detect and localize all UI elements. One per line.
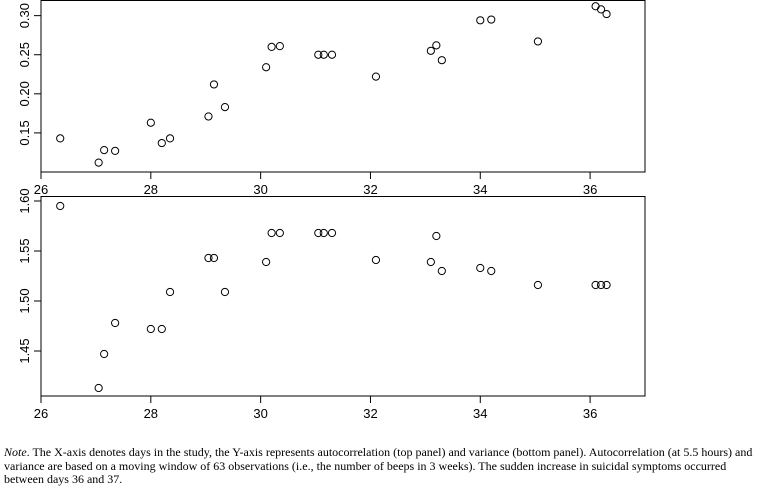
data-point (165, 134, 175, 143)
x-tick-label: 26 (34, 182, 48, 197)
data-point (267, 42, 276, 52)
data-point (146, 324, 155, 334)
note-label: Note (4, 445, 27, 459)
data-point (371, 255, 381, 265)
y-tick-label: 0.20 (17, 81, 32, 106)
data-point (596, 5, 606, 14)
data-point (487, 266, 496, 276)
data-point (487, 15, 496, 24)
data-point (220, 103, 230, 112)
data-point (94, 383, 103, 393)
data-point (533, 37, 543, 46)
data-point (146, 118, 155, 127)
autocorrelation-panel: 26 28 30 32 34 36 0.15 0.20 0.25 0.30 (17, 0, 646, 197)
data-point (319, 228, 328, 238)
x-tick-label: 30 (253, 182, 267, 197)
data-point (111, 318, 120, 328)
data-point (314, 228, 323, 238)
x-tick-label: 28 (144, 406, 158, 421)
plot-frame (40, 0, 646, 173)
x-tick-label: 32 (363, 182, 377, 197)
data-point (157, 138, 166, 148)
data-point (220, 287, 230, 297)
x-tick-label: 36 (583, 182, 597, 197)
data-point (437, 266, 446, 276)
data-point (476, 16, 485, 25)
x-tick-label: 34 (473, 406, 487, 421)
data-point (262, 257, 271, 267)
y-tick-label: 0.25 (17, 42, 32, 67)
y-tick-label: 0.15 (17, 120, 32, 145)
data-point (262, 63, 271, 72)
data-point (204, 253, 213, 263)
data-point (426, 257, 435, 267)
data-point (100, 146, 109, 155)
y-tick-label: 1.60 (17, 188, 32, 213)
figure-note: Note. The X-axis denotes days in the stu… (4, 445, 762, 487)
data-point (204, 112, 213, 121)
data-point (432, 41, 441, 50)
data-point (426, 46, 435, 55)
x-tick-label: 28 (144, 182, 158, 197)
y-tick-label: 1.50 (17, 288, 32, 313)
data-point (157, 324, 166, 334)
data-point (165, 287, 175, 297)
data-point (602, 9, 611, 19)
data-point (314, 50, 323, 59)
y-tick-label: 1.55 (17, 238, 32, 263)
x-tick-label: 26 (34, 406, 48, 421)
data-point (596, 280, 606, 290)
x-tick-label: 30 (253, 406, 267, 421)
data-point (111, 146, 120, 155)
figure: 26 28 30 32 34 36 0.15 0.20 0.25 0.30 26 28 30 32 34 3… (17, 0, 646, 421)
plot-frame (40, 196, 646, 397)
data-point (432, 231, 441, 241)
data-point (371, 72, 381, 81)
x-tick-label: 32 (363, 406, 377, 421)
note-text: . The X-axis denotes days in the study, … (4, 445, 753, 486)
x-tick-label: 34 (473, 182, 487, 197)
data-point (327, 228, 337, 238)
data-point (476, 263, 485, 273)
data-point (437, 56, 446, 65)
data-point (319, 50, 328, 59)
data-point (602, 280, 611, 290)
data-point (327, 50, 337, 59)
y-tick-label: 0.30 (17, 3, 32, 28)
x-tick-label: 36 (583, 406, 597, 421)
data-point (209, 80, 219, 89)
data-point (591, 280, 600, 290)
y-tick-label: 1.45 (17, 338, 32, 363)
data-point (94, 158, 103, 167)
data-point (56, 134, 65, 143)
data-point (100, 349, 109, 359)
data-point (533, 280, 543, 290)
data-point (267, 228, 276, 238)
data-point (275, 42, 284, 51)
data-point (275, 228, 284, 238)
variance-panel: 26 28 30 32 34 36 1.45 1.50 1.55 1.60 (17, 188, 646, 421)
data-point (591, 2, 600, 11)
data-point (209, 253, 219, 263)
data-point (56, 201, 65, 211)
